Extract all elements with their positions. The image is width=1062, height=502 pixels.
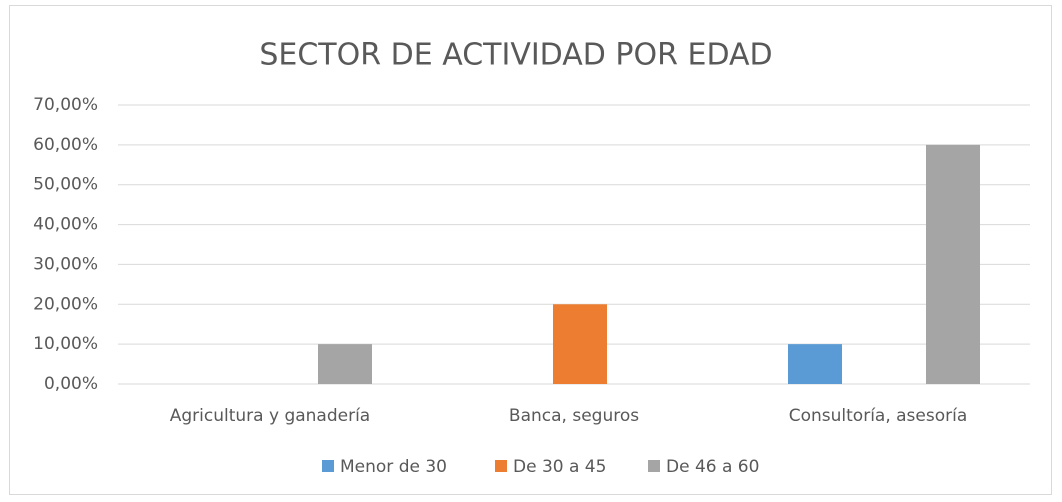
bar (788, 344, 842, 384)
legend-label: De 30 a 45 (513, 457, 606, 477)
y-tick-label: 70,00% (33, 95, 98, 115)
y-tick-label: 60,00% (33, 135, 98, 155)
bar (318, 344, 372, 384)
legend-label: De 46 a 60 (666, 457, 759, 477)
y-tick-label: 30,00% (33, 254, 98, 274)
chart-frame (9, 5, 1052, 495)
bar (926, 144, 980, 384)
chart-title: SECTOR DE ACTIVIDAD POR EDAD (259, 38, 772, 73)
x-tick-label: Consultoría, asesoría (789, 406, 968, 426)
y-tick-label: 40,00% (33, 215, 98, 235)
y-tick-label: 10,00% (33, 334, 98, 354)
legend-swatch (648, 460, 660, 472)
legend-swatch (495, 460, 507, 472)
y-tick-label: 20,00% (33, 294, 98, 314)
x-tick-label: Banca, seguros (509, 406, 639, 426)
legend-swatch (322, 460, 334, 472)
bar (553, 304, 607, 384)
x-tick-label: Agricultura y ganadería (170, 406, 370, 426)
legend-label: Menor de 30 (340, 457, 447, 477)
y-tick-label: 50,00% (33, 175, 98, 195)
y-tick-label: 0,00% (44, 374, 98, 394)
